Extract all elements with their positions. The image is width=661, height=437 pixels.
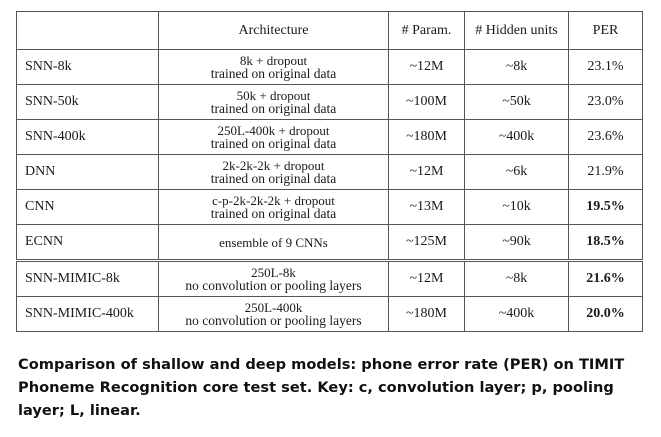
header-params: # Param. [388,11,465,50]
table-row: SNN-400k 250L-400k + dropout trained on or… [16,119,643,155]
cell-model: SNN-400k [16,119,159,155]
cell-architecture: 50k + dropout trained on original data [158,84,389,120]
cell-per: 18.5% [568,224,643,261]
cell-hidden-units: ~8k [464,49,569,85]
table-header-row: Architecture # Param. # Hidden units PER [16,11,643,50]
cell-architecture: 250L-400k no convolution or pooling layer… [158,296,389,332]
cell-params: ~100M [388,84,465,120]
cell-hidden-units: ~10k [464,189,569,225]
cell-architecture: 250L-400k + dropout trained on original d… [158,119,389,155]
architecture-line-2: trained on original data [210,136,337,151]
architecture-line-1: 250L-400k [244,300,303,315]
architecture-line-1: 8k + dropout [239,53,308,68]
cell-params: ~180M [388,119,465,155]
cell-per: 23.1% [568,49,643,85]
architecture-line-2: trained on original data [210,171,337,186]
cell-architecture: 8k + dropout trained on original data [158,49,389,85]
cell-model: ECNN [16,224,159,261]
cell-architecture: 2k-2k-2k + dropout trained on original da… [158,154,389,190]
cell-hidden-units: ~90k [464,224,569,261]
table-row: DNN 2k-2k-2k + dropout trained on original… [16,154,643,190]
cell-hidden-units: ~8k [464,259,569,297]
cell-model: SNN-MIMIC-8k [16,259,159,297]
architecture-line-1: 2k-2k-2k + dropout [222,158,325,173]
cell-hidden-units: ~400k [464,296,569,332]
cell-per: 21.9% [568,154,643,190]
architecture-line-1: c-p-2k-2k-2k + dropout [212,193,335,208]
cell-model: SNN-50k [16,84,159,120]
architecture-line-1: 250L-400k + dropout [217,123,330,138]
architecture-line-2: trained on original data [210,66,337,81]
architecture-line-1: ensemble of 9 CNNs [219,234,328,250]
cell-architecture: ensemble of 9 CNNs [158,224,389,261]
architecture-line-1: 250L-8k [251,265,296,280]
cell-hidden-units: ~400k [464,119,569,155]
architecture-line-2: trained on original data [210,206,337,221]
architecture-line-1: 50k + dropout [236,88,311,103]
cell-params: ~125M [388,224,465,261]
architecture-line-2: trained on original data [210,101,337,116]
header-model [16,11,159,50]
cell-model: CNN [16,189,159,225]
cell-params: ~12M [388,49,465,85]
cell-per: 21.6% [568,259,643,297]
cell-model: SNN-8k [16,49,159,85]
cell-per: 19.5% [568,189,643,225]
cell-params: ~12M [388,154,465,190]
cell-params: ~12M [388,259,465,297]
cell-hidden-units: ~6k [464,154,569,190]
cell-model: SNN-MIMIC-400k [16,296,159,332]
table-row: CNN c-p-2k-2k-2k + dropout trained on orig… [16,189,643,225]
cell-architecture: 250L-8k no convolution or pooling layers [158,259,389,297]
cell-hidden-units: ~50k [464,84,569,120]
table-row: ECNN ensemble of 9 CNNs ~125M ~90k 18.5% [16,224,643,261]
cell-per: 20.0% [568,296,643,332]
table-row: SNN-50k 50k + dropout trained on original … [16,84,643,120]
header-architecture: Architecture [158,11,389,50]
results-table: Architecture # Param. # Hidden units PER… [16,11,643,332]
header-hidden-units: # Hidden units [464,11,569,50]
header-per: PER [568,11,643,50]
cell-architecture: c-p-2k-2k-2k + dropout trained on origina… [158,189,389,225]
cell-model: DNN [16,154,159,190]
table-row: SNN-MIMIC-8k 250L-8k no convolution or poo… [16,259,643,297]
architecture-line-2: no convolution or pooling layers [185,313,362,328]
cell-per: 23.0% [568,84,643,120]
cell-params: ~13M [388,189,465,225]
architecture-line-2: no convolution or pooling layers [185,278,362,293]
table-row: SNN-MIMIC-400k 250L-400k no convolution or… [16,296,643,332]
table-row: SNN-8k 8k + dropout trained on original da… [16,49,643,85]
cell-per: 23.6% [568,119,643,155]
cell-params: ~180M [388,296,465,332]
table-body: SNN-8k 8k + dropout trained on original da… [16,49,643,332]
table-caption: Comparison of shallow and deep models: p… [18,356,625,419]
